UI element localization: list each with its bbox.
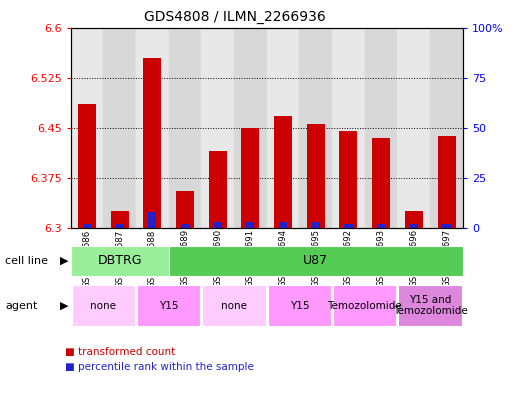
Bar (137, 285, 200, 326)
Bar (136, 28, 168, 228)
Bar (333, 285, 396, 326)
Bar (399, 285, 462, 326)
Text: ▶: ▶ (60, 256, 69, 266)
Bar (72, 285, 135, 326)
Bar (143, 57, 161, 228)
Text: U87: U87 (303, 254, 328, 268)
Text: ■ percentile rank within the sample: ■ percentile rank within the sample (65, 362, 254, 373)
Text: ▶: ▶ (60, 301, 69, 310)
Bar (83, 224, 91, 228)
Title: GDS4808 / ILMN_2266936: GDS4808 / ILMN_2266936 (144, 10, 326, 24)
Bar (111, 211, 129, 228)
Bar (209, 151, 226, 228)
Bar (202, 285, 266, 326)
Bar (312, 222, 320, 228)
Bar (181, 224, 189, 228)
Bar (104, 28, 136, 228)
Text: Y15: Y15 (159, 301, 178, 310)
Bar (339, 131, 357, 228)
Bar (410, 224, 418, 228)
Text: Y15 and
Temozolomide: Y15 and Temozolomide (393, 295, 468, 316)
Bar (267, 28, 299, 228)
Bar (268, 285, 331, 326)
Bar (332, 28, 365, 228)
Bar (344, 224, 353, 228)
Bar (430, 28, 463, 228)
Bar (279, 222, 287, 228)
Bar (234, 28, 267, 228)
Bar (213, 222, 222, 228)
Bar (372, 138, 390, 228)
Bar (201, 28, 234, 228)
Text: none: none (90, 301, 116, 310)
Bar (78, 104, 96, 228)
Text: agent: agent (5, 301, 38, 310)
Text: DBTRG: DBTRG (97, 254, 142, 268)
Bar (148, 212, 156, 228)
Bar (442, 224, 451, 228)
Bar (176, 191, 194, 228)
Bar (307, 124, 325, 228)
Bar (377, 224, 385, 228)
Bar (274, 116, 292, 228)
Bar (246, 222, 255, 228)
Bar (242, 128, 259, 228)
Bar (168, 28, 201, 228)
Text: Y15: Y15 (290, 301, 309, 310)
Bar (71, 246, 168, 276)
Text: ■ transformed count: ■ transformed count (65, 347, 176, 357)
Bar (71, 28, 104, 228)
Bar (299, 28, 332, 228)
Text: none: none (221, 301, 247, 310)
Text: Temozolomide: Temozolomide (327, 301, 402, 310)
Bar (397, 28, 430, 228)
Bar (168, 246, 463, 276)
Bar (365, 28, 397, 228)
Text: cell line: cell line (5, 256, 48, 266)
Bar (116, 224, 124, 228)
Bar (438, 136, 456, 228)
Bar (405, 211, 423, 228)
